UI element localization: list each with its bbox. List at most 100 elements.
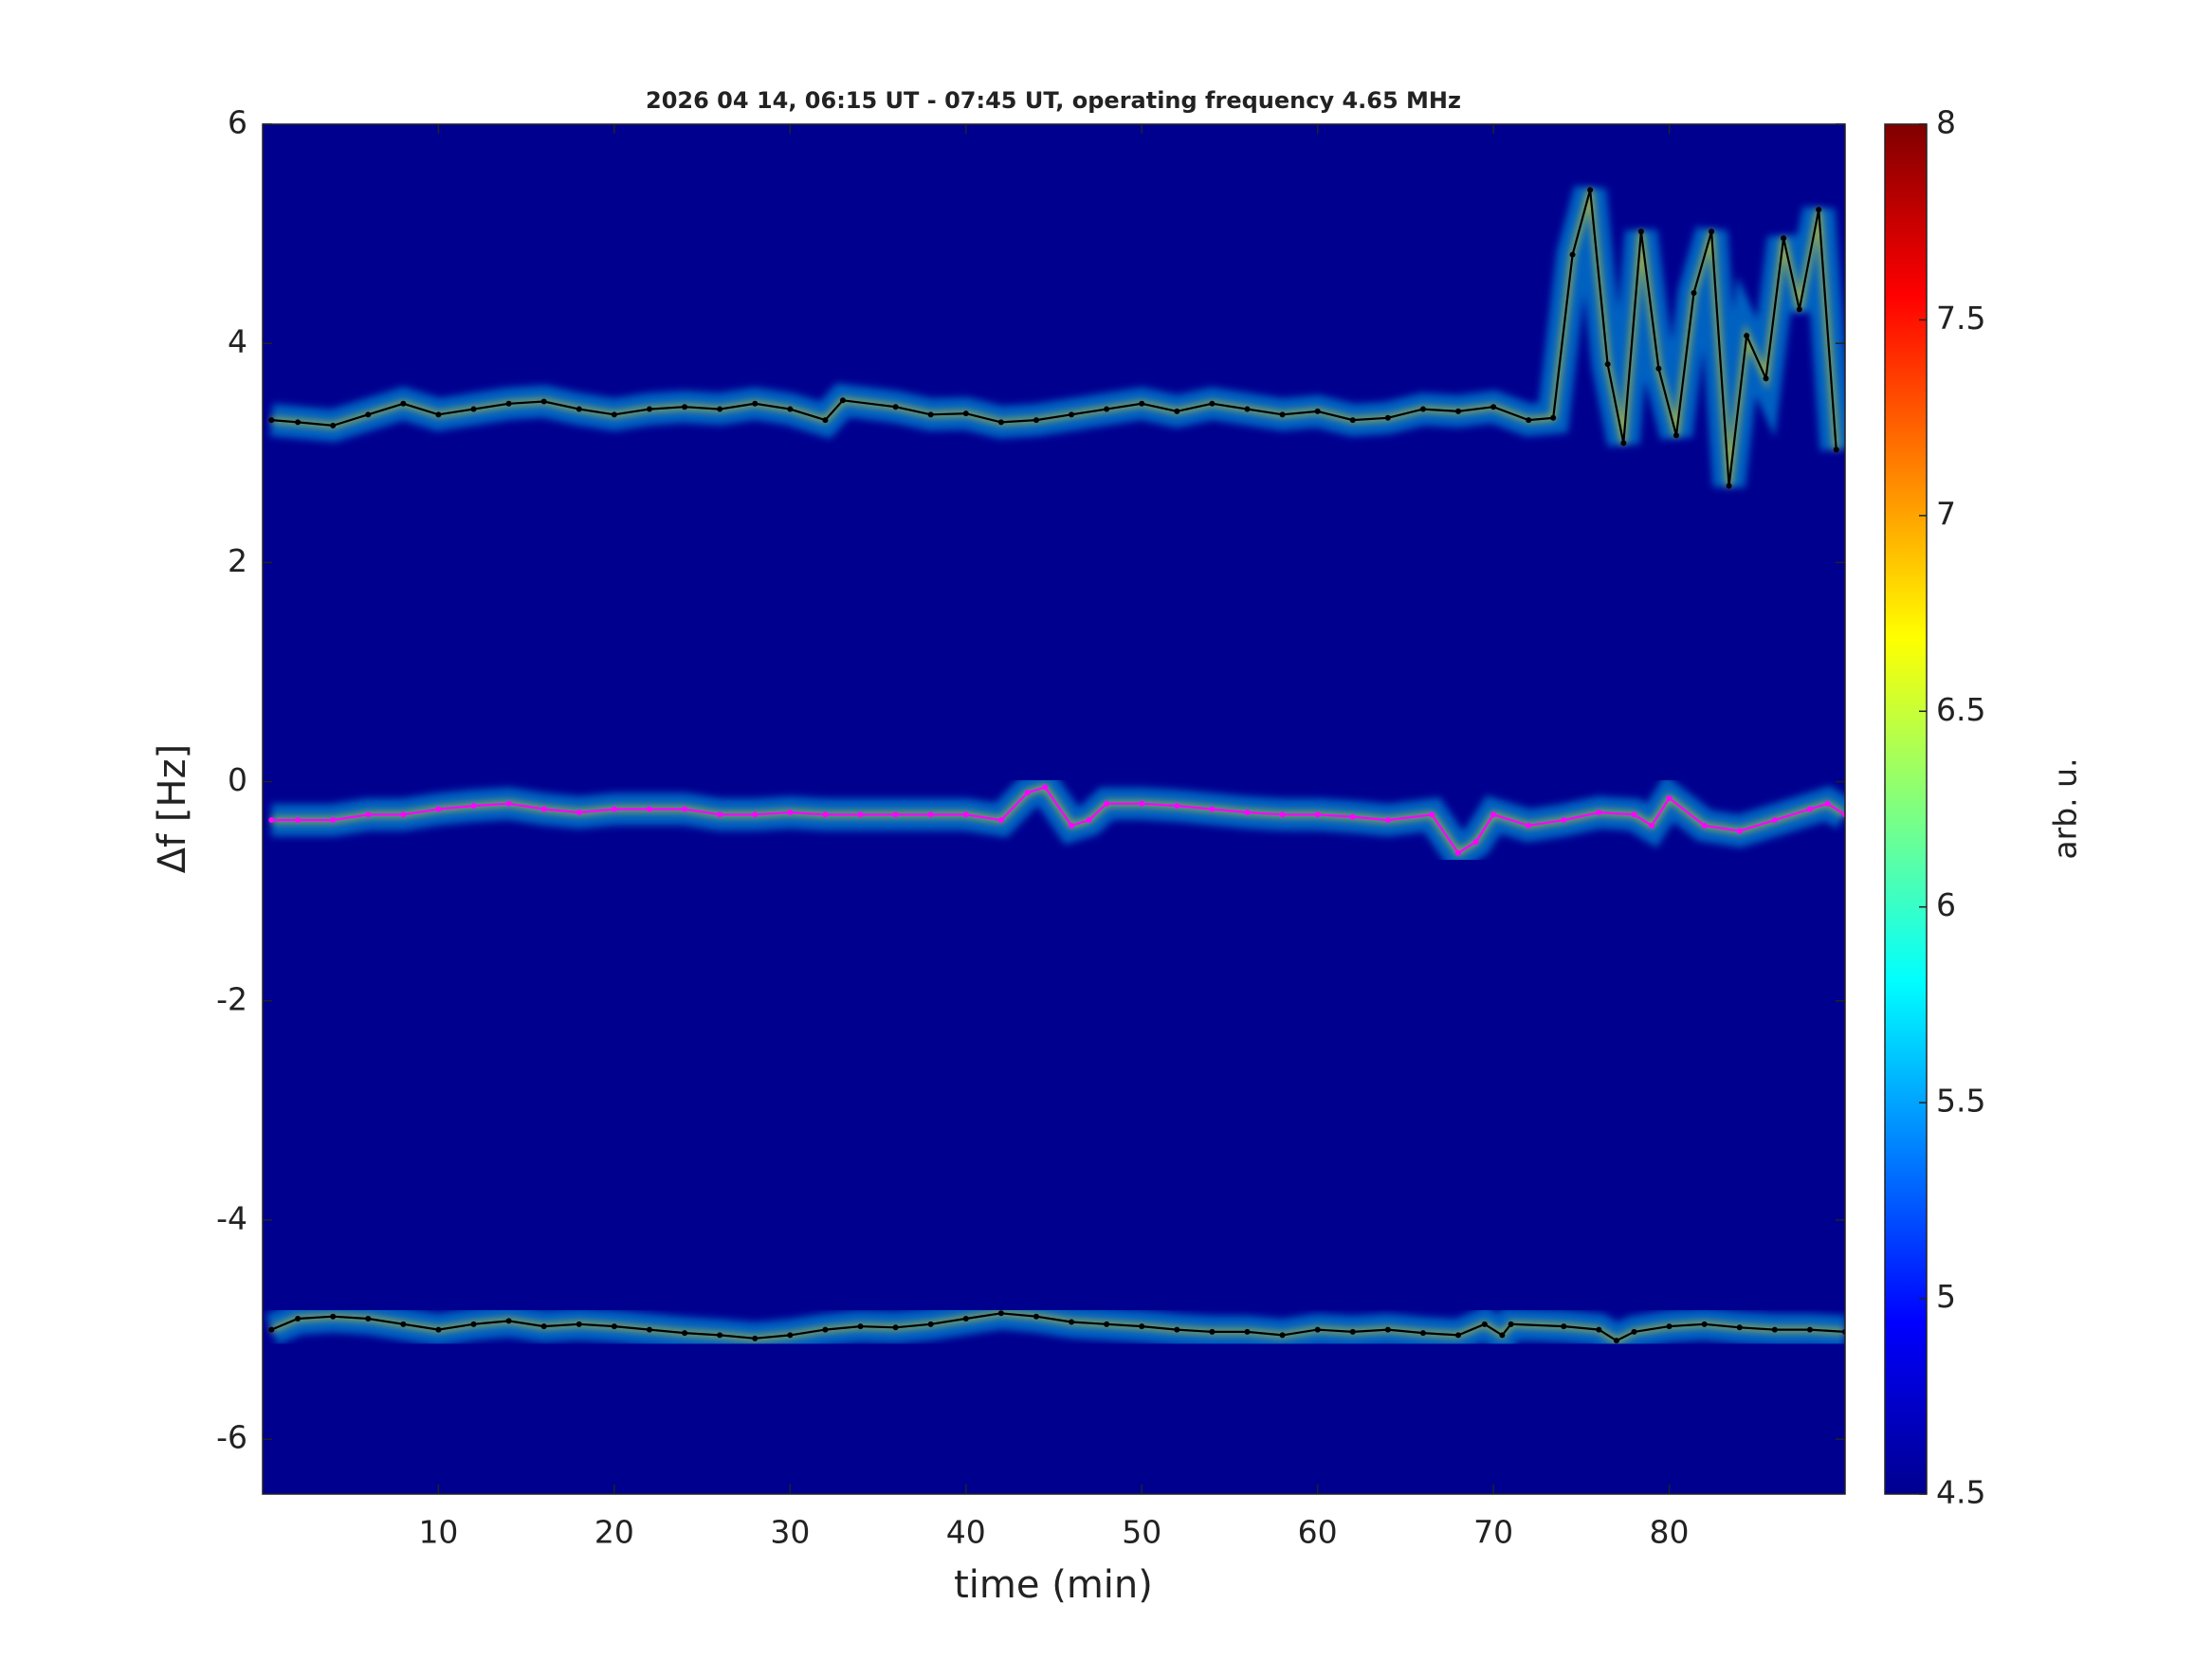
trace-point <box>997 817 1004 824</box>
trace-point <box>1561 817 1567 824</box>
trace-point <box>1526 822 1532 829</box>
trace-point <box>1104 800 1110 807</box>
trace-point <box>1620 440 1627 447</box>
trace-point <box>435 411 442 418</box>
trace-point <box>1637 228 1644 235</box>
trace-point <box>576 809 582 815</box>
trace-point <box>295 817 302 824</box>
colorbar-tick-label: 4.5 <box>1936 1474 1985 1511</box>
colorbar <box>1884 123 1928 1495</box>
trace-point <box>752 1335 759 1341</box>
x-tick-label: 60 <box>1298 1514 1338 1551</box>
trace-point <box>927 411 934 418</box>
colorbar-label: arb. u. <box>2047 757 2084 859</box>
trace-point <box>1209 400 1216 407</box>
trace-point <box>1209 1328 1216 1335</box>
trace-point <box>1631 811 1637 818</box>
trace-point <box>997 419 1004 426</box>
trace-point <box>505 400 512 407</box>
trace-point <box>365 811 372 818</box>
trace-point <box>1604 361 1611 368</box>
y-tick-label: 4 <box>228 323 247 360</box>
trace-point <box>1104 406 1110 412</box>
trace-point <box>1174 803 1180 810</box>
y-tick-label: 6 <box>228 104 247 141</box>
trace-point <box>962 811 969 818</box>
trace-point <box>505 1318 512 1324</box>
trace-point <box>927 1321 934 1327</box>
trace-point <box>997 1310 1004 1317</box>
trace-point <box>1587 187 1594 193</box>
trace-point <box>1736 828 1743 834</box>
trace-point <box>1139 400 1145 407</box>
colorbar-tick-label: 5 <box>1936 1278 1956 1315</box>
trace-point <box>1244 406 1251 412</box>
trace-point <box>646 1326 652 1333</box>
trace-point <box>1314 1326 1321 1333</box>
trace-point <box>1490 811 1497 818</box>
trace-point <box>1569 251 1576 258</box>
trace-point <box>1744 333 1750 339</box>
trace-point <box>611 1323 617 1330</box>
trace-point <box>470 803 477 810</box>
x-tick-label: 30 <box>770 1514 810 1551</box>
trace-point <box>1561 1323 1567 1330</box>
trace-line <box>271 190 1837 486</box>
trace-point <box>1314 811 1321 818</box>
trace-point <box>576 406 582 412</box>
trace-point <box>962 410 969 417</box>
trace-point <box>822 417 829 424</box>
trace-point <box>1508 1321 1514 1327</box>
trace-point <box>646 806 652 812</box>
trace-point <box>787 809 794 815</box>
trace-point <box>330 422 337 428</box>
colorbar-tick-label: 6.5 <box>1936 691 1985 728</box>
trace-point <box>787 406 794 412</box>
trace-point <box>1384 414 1391 421</box>
trace-point <box>1472 839 1479 846</box>
trace-point <box>1709 228 1715 235</box>
trace-point <box>400 811 407 818</box>
trace-point <box>1455 1332 1462 1339</box>
trace-point <box>1763 375 1769 382</box>
trace-point <box>1069 1319 1075 1325</box>
trace-point <box>1673 432 1679 439</box>
trace-point <box>1771 817 1778 824</box>
colorbar-tick-label: 7 <box>1936 495 1956 532</box>
trace-point <box>857 1323 864 1330</box>
trace-point <box>505 800 512 807</box>
y-axis-label: Δf [Hz] <box>151 744 194 873</box>
trace-point <box>1701 822 1708 829</box>
trace-point <box>1419 1330 1426 1337</box>
trace-point <box>1481 1321 1488 1327</box>
trace-point <box>1244 1328 1251 1335</box>
trace-point <box>1833 447 1839 453</box>
y-tick-label: 2 <box>228 542 247 579</box>
trace-point <box>1455 408 1462 414</box>
trace-point <box>682 1330 688 1337</box>
trace-point <box>1279 411 1286 418</box>
trace-point <box>1174 1326 1180 1333</box>
trace-point <box>1174 408 1180 414</box>
trace-point <box>1771 1326 1778 1333</box>
trace-point <box>400 400 407 407</box>
x-tick-label: 80 <box>1650 1514 1690 1551</box>
trace-point <box>892 404 899 410</box>
trace-point <box>330 1313 337 1320</box>
trace-point <box>1701 1321 1708 1327</box>
trace-point <box>400 1321 407 1327</box>
trace-point <box>822 1326 829 1333</box>
trace-point <box>1139 800 1145 807</box>
trace-point <box>962 1316 969 1322</box>
trace-point <box>1781 235 1787 242</box>
trace-point <box>1069 822 1075 829</box>
trace-point <box>717 406 723 412</box>
trace-point <box>330 817 337 824</box>
trace-point <box>1314 408 1321 414</box>
trace-point <box>365 1316 372 1322</box>
trace-point <box>1666 794 1673 801</box>
trace-point <box>1596 1326 1602 1333</box>
trace-point <box>268 817 275 824</box>
trace-point <box>1816 207 1822 213</box>
trace-point <box>1691 290 1697 297</box>
